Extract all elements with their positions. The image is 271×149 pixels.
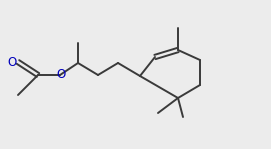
Text: O: O	[7, 55, 17, 69]
Text: O: O	[56, 67, 66, 80]
